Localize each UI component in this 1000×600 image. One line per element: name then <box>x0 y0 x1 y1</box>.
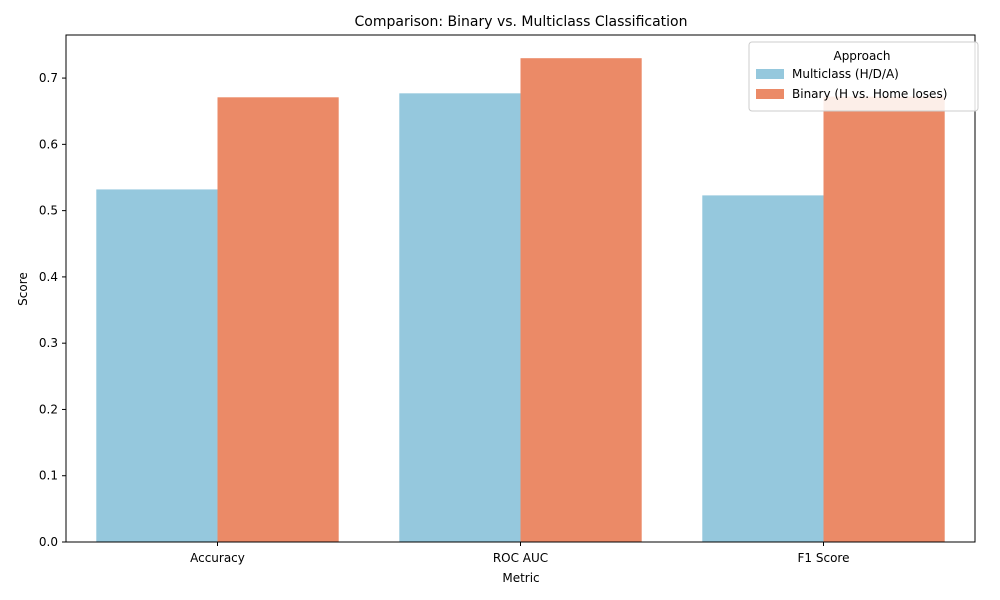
y-axis-label: Score <box>16 272 30 306</box>
x-tick-label: Accuracy <box>190 551 245 565</box>
legend-swatch-binary <box>756 89 784 99</box>
legend-box <box>748 41 979 112</box>
y-tick-label: 0.4 <box>39 270 58 284</box>
bar-roc-auc-binary <box>520 58 642 543</box>
bar-accuracy-multiclass <box>96 189 218 542</box>
legend-title: Approach <box>833 49 890 63</box>
x-tick-label: ROC AUC <box>493 551 548 565</box>
y-tick-label: 0.2 <box>39 402 58 416</box>
y-tick-label: 0.3 <box>39 336 58 350</box>
legend-label-multiclass: Multiclass (H/D/A) <box>792 67 899 81</box>
bar-accuracy-binary <box>217 97 339 543</box>
y-tick-label: 0.5 <box>39 204 58 218</box>
y-tick-label: 0.0 <box>39 535 58 549</box>
bar-f1-score-binary <box>823 96 945 543</box>
y-tick-label: 0.6 <box>39 137 58 151</box>
legend-label-binary: Binary (H vs. Home loses) <box>792 87 947 101</box>
y-tick-label: 0.7 <box>39 71 58 85</box>
legend-swatch-multiclass <box>756 69 784 79</box>
bar-roc-auc-multiclass <box>399 93 521 543</box>
x-tick-label: F1 Score <box>798 551 850 565</box>
y-tick-label: 0.1 <box>39 469 58 483</box>
legend: Approach Multiclass (H/D/A) Binary (H vs… <box>748 41 979 112</box>
bar-f1-score-multiclass <box>702 195 824 542</box>
x-axis-label: Metric <box>502 571 539 585</box>
chart-title: Comparison: Binary vs. Multiclass Classi… <box>355 14 688 30</box>
